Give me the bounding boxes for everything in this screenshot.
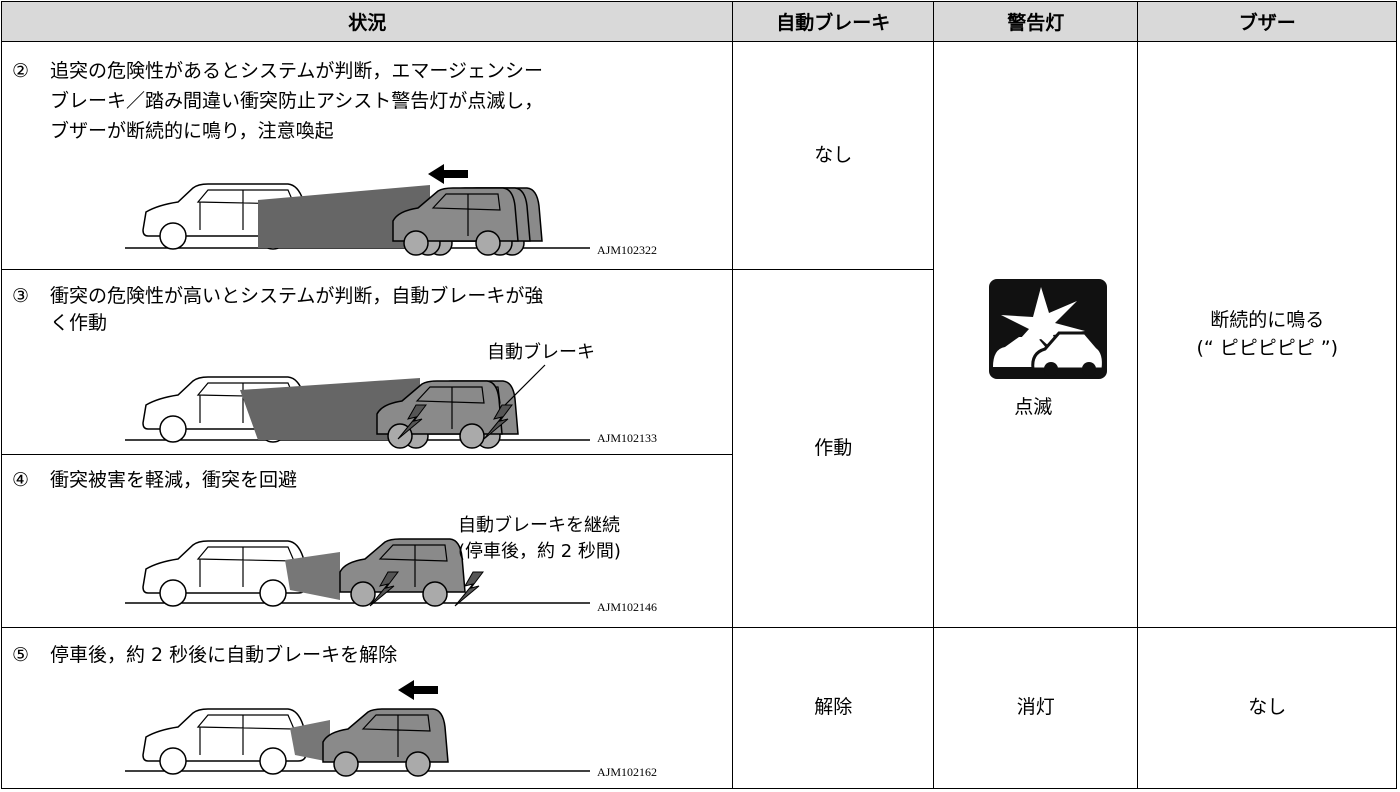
figure-code: AJM102162	[597, 765, 658, 779]
brake-cell: なし	[732, 41, 935, 271]
marker: ④	[12, 469, 30, 491]
cell-text: 消灯	[1016, 696, 1055, 719]
light-cell: 点滅	[933, 41, 1139, 629]
cell-text: 点滅	[1014, 396, 1053, 419]
header-text: ブザー	[1238, 12, 1296, 35]
text-line: ブザーが断続的に鳴り，注意喚起	[50, 120, 334, 142]
brake-cell: 作動	[732, 269, 935, 629]
cell-text: なし	[814, 143, 853, 166]
figure-code: AJM102322	[597, 243, 658, 257]
figure-code: AJM102133	[597, 431, 658, 445]
buzzer-cell: なし	[1137, 627, 1398, 790]
figure-label: 自動ブレーキ	[487, 342, 595, 363]
text-line: 衝突の危険性が高いとシステムが判断，自動ブレーキが強	[50, 285, 544, 307]
header-cell: 自動ブレーキ	[732, 1, 935, 43]
text-line: く作動	[50, 312, 108, 334]
figure-code: AJM102146	[597, 600, 658, 614]
header-text: 警告灯	[1007, 12, 1065, 35]
marker: ③	[12, 285, 30, 307]
text-line: 衝突被害を軽減，衝突を回避	[50, 469, 298, 491]
cell-text: 作動	[814, 436, 853, 459]
text-line: 追突の危険性があるとシステムが判断，エマージェンシー	[50, 60, 544, 82]
buzzer-cell: 断続的に鳴る (“ ピピピピピ ”)	[1137, 41, 1398, 629]
light-cell: 消灯	[933, 627, 1139, 790]
text-line: 停車後，約 2 秒後に自動ブレーキを解除	[50, 644, 398, 666]
header-text: 状況	[348, 12, 387, 35]
cell-text: (“ ピピピピピ ”)	[1196, 336, 1339, 359]
brake-cell: 解除	[732, 627, 935, 790]
header-cell: 警告灯	[933, 1, 1139, 43]
figure-label: (停車後，約 2 秒間)	[458, 541, 621, 562]
marker: ⑤	[12, 644, 30, 666]
header-text: 自動ブレーキ	[776, 12, 891, 35]
header-cell: ブザー	[1137, 1, 1398, 43]
cell-text: 解除	[814, 696, 853, 719]
text-line: ブレーキ／踏み間違い衝突防止アシスト警告灯が点滅し，	[50, 90, 544, 112]
header-cell: 状況	[1, 1, 734, 43]
cell-text: 断続的に鳴る	[1210, 309, 1325, 332]
marker: ②	[12, 60, 30, 82]
cell-text: なし	[1248, 696, 1287, 719]
figure-label: 自動ブレーキを継続	[458, 515, 620, 536]
warning-icon	[989, 279, 1108, 380]
